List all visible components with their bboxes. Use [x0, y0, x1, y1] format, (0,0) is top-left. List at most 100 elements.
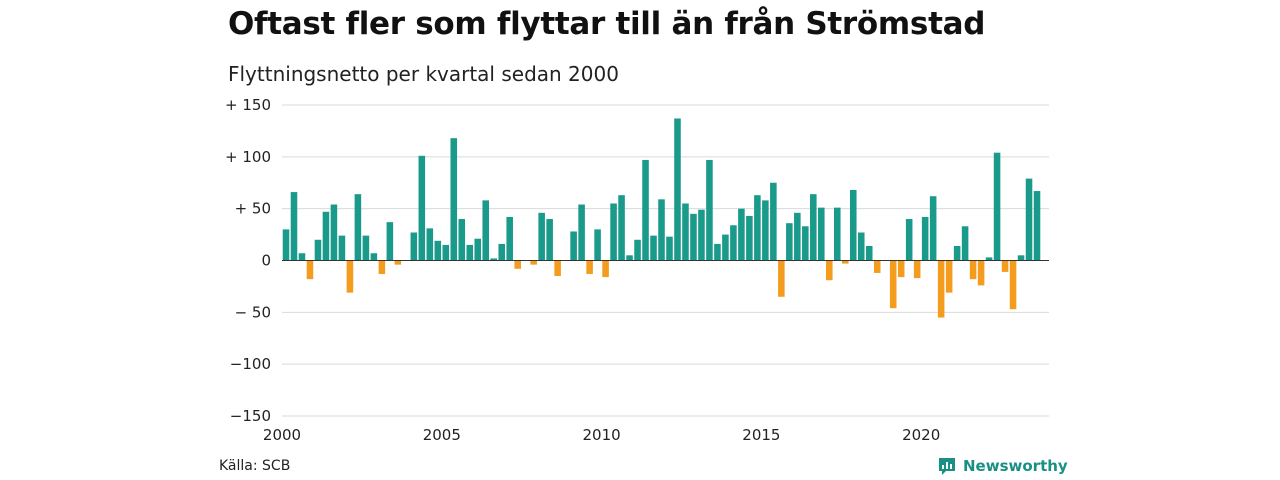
- x-axis-labels: 2000 2005 2010 2015 2020: [263, 426, 940, 444]
- bar: [873, 260, 881, 273]
- bar: [945, 260, 953, 293]
- bar: [642, 159, 649, 261]
- bar: [738, 208, 745, 261]
- bar: [969, 260, 977, 280]
- bar: [834, 207, 841, 261]
- y-tick-label: −150: [230, 407, 271, 425]
- bar: [586, 260, 593, 274]
- bar: [362, 235, 370, 261]
- bar: [554, 260, 561, 277]
- bar: [746, 215, 753, 261]
- y-axis-labels: + 150 + 100 + 50 0 − 50 −100 −150: [225, 96, 271, 425]
- bar: [810, 194, 817, 261]
- bar: [841, 260, 849, 264]
- bar: [897, 260, 905, 278]
- bar: [530, 260, 537, 265]
- bar: [338, 235, 346, 261]
- bar: [298, 253, 306, 261]
- bar: [857, 232, 865, 261]
- y-tick-label: − 50: [235, 303, 271, 321]
- bar: [889, 260, 897, 309]
- bar: [1017, 255, 1025, 261]
- bar: [666, 236, 673, 261]
- chart-title: Oftast fler som flyttar till än från Str…: [228, 6, 986, 42]
- bar: [929, 196, 937, 261]
- bar: [490, 258, 497, 261]
- bar: [714, 243, 721, 261]
- y-tick-label: −100: [230, 355, 271, 373]
- bar: [1033, 191, 1041, 261]
- bar: [706, 159, 713, 261]
- bar: [306, 260, 314, 280]
- bar: [434, 240, 442, 261]
- bar: [826, 260, 833, 281]
- y-tick-label: + 150: [225, 96, 271, 114]
- bar: [722, 234, 729, 261]
- bar: [514, 260, 521, 269]
- newsworthy-logo: Newsworthy: [937, 456, 1068, 476]
- x-tick-label: 2000: [263, 426, 301, 444]
- bar: [538, 212, 545, 261]
- x-tick-label: 2005: [423, 426, 461, 444]
- bar: [762, 200, 769, 261]
- x-tick-label: 2015: [742, 426, 780, 444]
- bar: [594, 229, 601, 261]
- y-tick-label: 0: [261, 252, 271, 270]
- bar: [442, 244, 450, 261]
- bar: [370, 253, 378, 261]
- gridlines: [282, 104, 1049, 417]
- bar: [650, 235, 657, 261]
- bar: [1009, 260, 1017, 310]
- bar: [346, 260, 354, 293]
- bar: [682, 203, 689, 261]
- bar: [466, 244, 474, 261]
- bar: [754, 195, 761, 261]
- x-tick-label: 2010: [582, 426, 620, 444]
- bar: [993, 152, 1001, 261]
- x-tick-label: 2020: [902, 426, 940, 444]
- bar: [634, 239, 641, 261]
- bar: [698, 209, 705, 261]
- bar: [913, 260, 921, 279]
- bar: [602, 260, 609, 278]
- bar: [786, 223, 793, 261]
- bar: [1001, 260, 1009, 272]
- bar: [985, 257, 993, 261]
- bar: [626, 255, 633, 261]
- y-tick-label: + 100: [225, 148, 271, 166]
- bar: [690, 213, 697, 261]
- bar: [330, 204, 338, 261]
- y-tick-label: + 50: [235, 200, 271, 218]
- bar: [658, 199, 665, 261]
- bar: [354, 194, 362, 261]
- bar: [418, 155, 426, 261]
- bar: [1025, 178, 1033, 261]
- bar: [506, 216, 513, 261]
- bar: [410, 232, 418, 261]
- bar: [498, 243, 505, 261]
- bar: [730, 225, 737, 261]
- bar: [674, 118, 681, 261]
- bar: [458, 219, 466, 261]
- bar: [618, 195, 625, 261]
- bar: [482, 200, 490, 261]
- bar: [474, 238, 482, 261]
- bar: [937, 260, 945, 318]
- bar: [977, 260, 985, 286]
- bar: [394, 260, 402, 265]
- bar: [426, 228, 434, 261]
- bar: [961, 226, 969, 261]
- newsworthy-logo-icon: [939, 458, 955, 475]
- bar: [849, 190, 857, 261]
- chart-subtitle: Flyttningsnetto per kvartal sedan 2000: [228, 62, 619, 86]
- bar: [865, 245, 873, 261]
- bar: [314, 239, 322, 261]
- bar: [282, 229, 290, 261]
- bar: [290, 192, 298, 261]
- bar: [570, 231, 577, 261]
- brand-name: Newsworthy: [963, 457, 1068, 475]
- bar: [450, 138, 458, 261]
- bar: [818, 207, 825, 261]
- bar: [778, 260, 785, 297]
